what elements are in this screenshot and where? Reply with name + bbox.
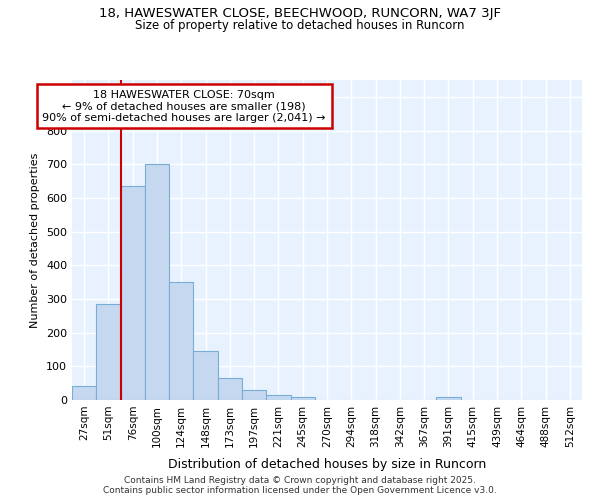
Bar (121, 186, 145, 400)
Bar (290, 396, 315, 400)
Text: Contains HM Land Registry data © Crown copyright and database right 2025.
Contai: Contains HM Land Registry data © Crown c… (103, 476, 497, 495)
Text: 18, HAWESWATER CLOSE, BEECHWOOD, RUNCORN, WA7 3JF: 18, HAWESWATER CLOSE, BEECHWOOD, RUNCORN… (99, 8, 501, 20)
Bar (218, 378, 242, 400)
X-axis label: Distribution of detached houses by size in Runcorn: Distribution of detached houses by size … (168, 458, 486, 471)
Text: Size of property relative to detached houses in Runcorn: Size of property relative to detached ho… (135, 18, 465, 32)
Bar (436, 396, 461, 400)
Text: 18 HAWESWATER CLOSE: 70sqm
← 9% of detached houses are smaller (198)
90% of semi: 18 HAWESWATER CLOSE: 70sqm ← 9% of detac… (43, 90, 326, 123)
Bar (193, 351, 218, 400)
Bar (72, 386, 96, 400)
Bar (242, 390, 266, 400)
Bar (266, 395, 290, 400)
Bar (145, 164, 169, 400)
Bar (169, 282, 193, 400)
Y-axis label: Number of detached properties: Number of detached properties (31, 152, 40, 328)
Bar (96, 304, 121, 400)
